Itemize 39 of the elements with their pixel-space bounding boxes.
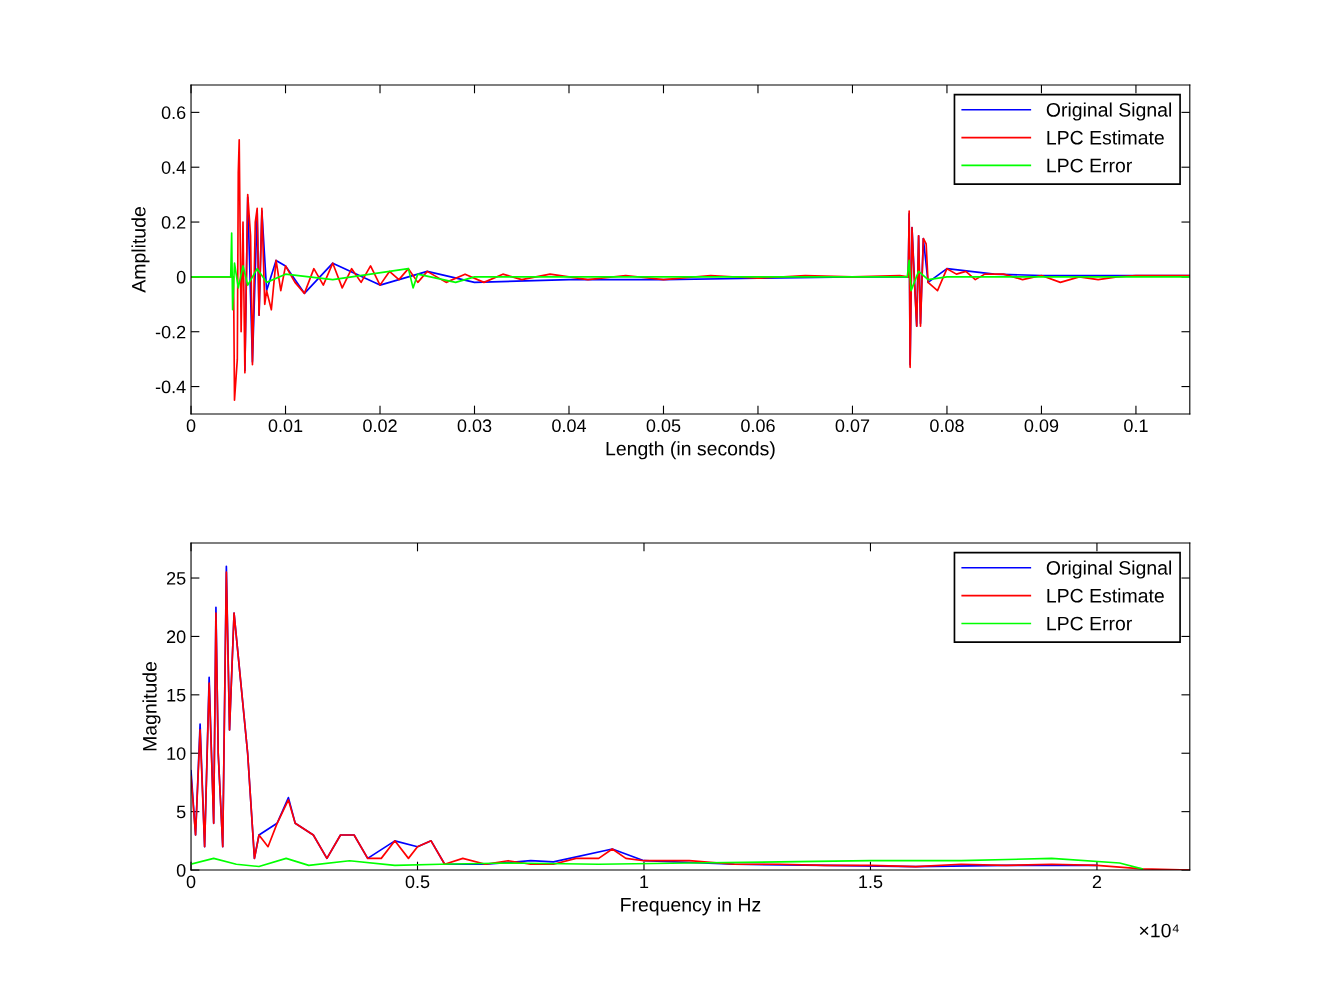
y-tick-label: 0.2 <box>161 215 186 229</box>
x-tick-label: 1.5 <box>859 875 883 889</box>
y-tick-label: 0 <box>176 270 186 284</box>
x-tick-label: 0.5 <box>405 875 430 889</box>
legend-label: Original Signal <box>1046 102 1172 121</box>
x-axis-title: Length (in seconds) <box>606 441 775 460</box>
x-tick-label: 0.07 <box>835 419 870 433</box>
y-tick-label: 20 <box>167 630 186 644</box>
x-tick-label: 0.06 <box>741 419 775 433</box>
y-tick-label: 25 <box>167 571 186 585</box>
y-axis-title: Amplitude <box>131 207 150 293</box>
x-tick-label: 0.01 <box>268 419 303 433</box>
x-tick-label: 0 <box>186 419 196 433</box>
legend-label: LPC Estimate <box>1047 588 1164 603</box>
x-tick-label: 0.1 <box>1124 419 1148 433</box>
y-tick-label: -0.4 <box>155 380 186 394</box>
legend-label: LPC Estimate <box>1047 130 1164 145</box>
x-tick-label: 0.05 <box>646 419 681 433</box>
legend-label: LPC Error <box>1047 616 1132 631</box>
y-tick-label: 15 <box>167 688 186 702</box>
y-axis-title: Magnitude <box>142 661 161 751</box>
x-tick-label: 0.08 <box>930 419 964 433</box>
y-tick-label: 0 <box>176 863 186 877</box>
x-tick-label: 1 <box>640 875 649 888</box>
y-tick-label: -0.2 <box>155 325 186 339</box>
x-tick-label: 0.04 <box>552 419 587 433</box>
x-axis-title: Frequency in Hz <box>621 897 761 916</box>
y-tick-label: 0.4 <box>161 161 186 174</box>
x-tick-label: 0.09 <box>1024 419 1059 433</box>
x-tick-label: 2 <box>1092 875 1102 888</box>
y-tick-label: 0.6 <box>161 106 186 120</box>
y-tick-label: 5 <box>176 805 186 819</box>
legend-label: Original Signal <box>1046 560 1172 579</box>
text: ×10⁴ <box>1139 923 1179 938</box>
x-tick-label: 0 <box>186 875 196 889</box>
y-tick-label: 10 <box>167 747 186 760</box>
x-tick-label: 0.02 <box>363 419 397 433</box>
legend-label: LPC Error <box>1047 158 1132 173</box>
x-tick-label: 0.03 <box>457 419 492 433</box>
